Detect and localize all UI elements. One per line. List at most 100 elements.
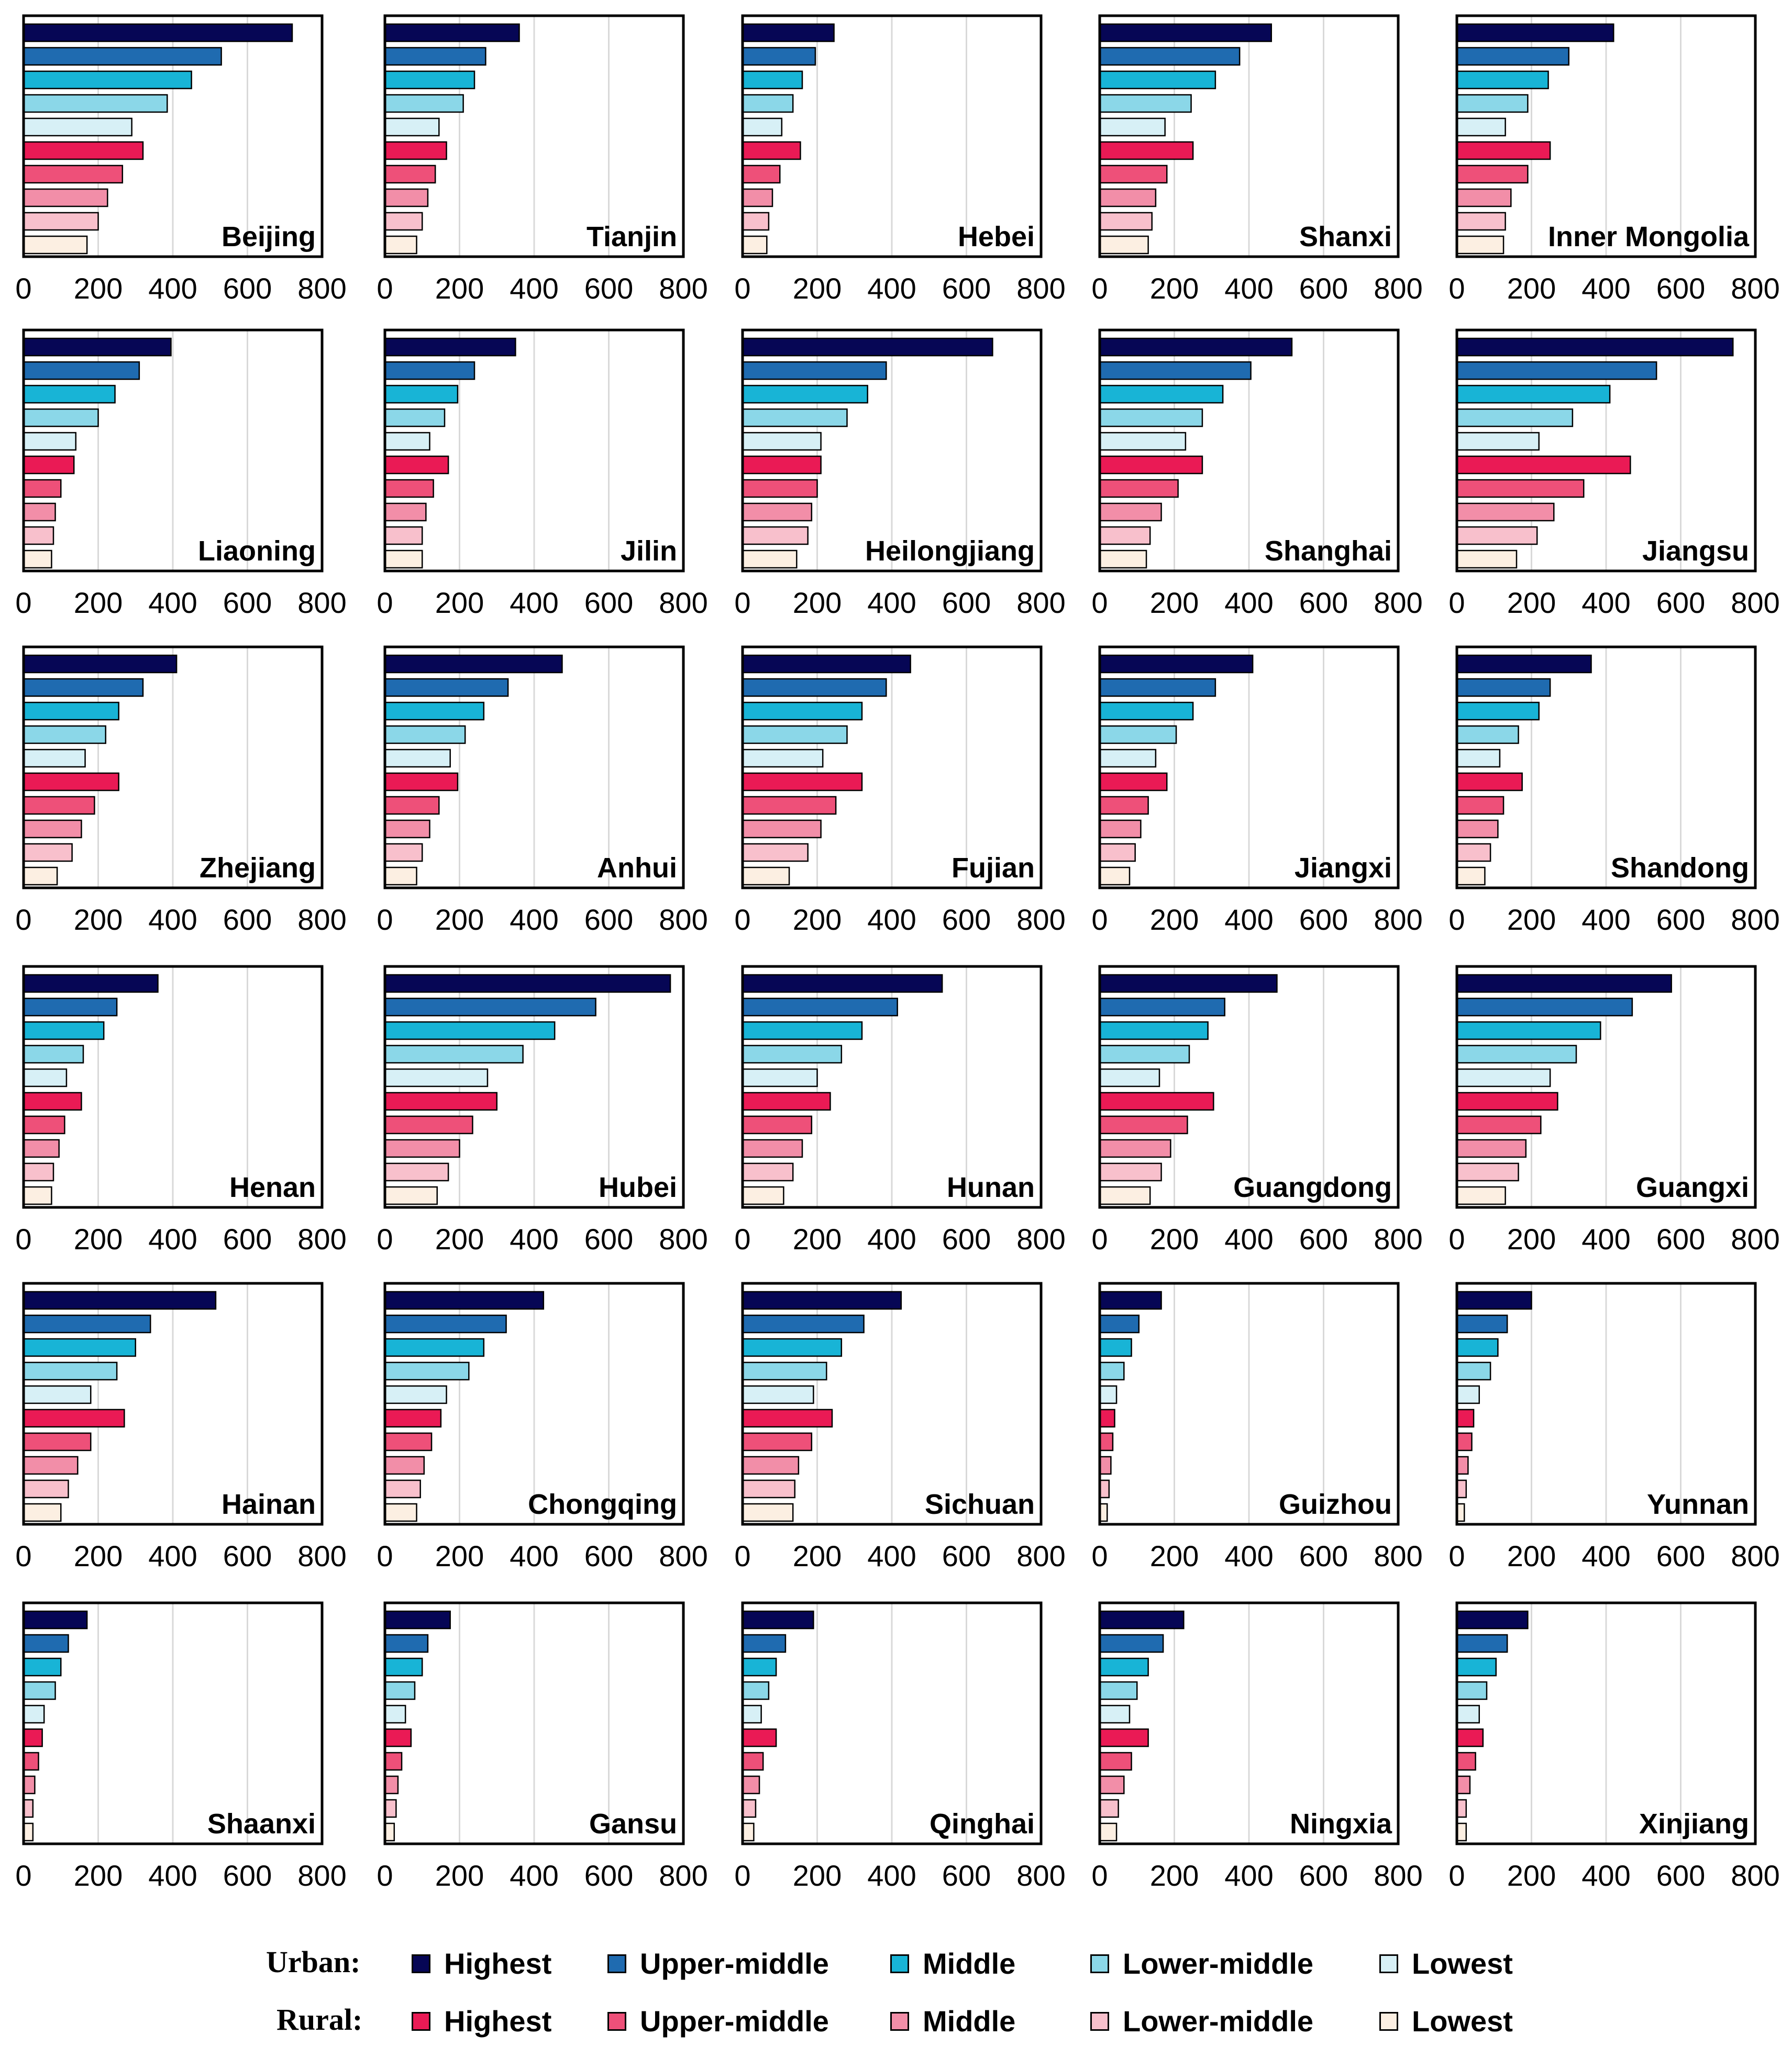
bar-rural-upper-middle <box>23 796 95 815</box>
bar-urban-highest <box>23 23 293 42</box>
bar-urban-middle <box>384 701 485 721</box>
bar-urban-lower-middle <box>1456 1361 1491 1381</box>
x-tick-label: 200 <box>1150 1859 1199 1892</box>
panel-frame <box>22 965 324 1209</box>
x-tick-label: 800 <box>659 1539 707 1572</box>
region-label: Xinjiang <box>1639 1808 1749 1840</box>
x-tick-label: 600 <box>584 903 633 936</box>
bar-urban-lower-middle <box>1456 725 1519 744</box>
bar-rural-upper-middle <box>1099 164 1168 184</box>
bar-rural-middle <box>742 1456 800 1475</box>
x-tick-label: 800 <box>1016 272 1065 305</box>
bar-urban-lower-middle <box>1456 1044 1577 1064</box>
bar-rural-highest <box>384 1409 442 1428</box>
bar-rural-middle <box>1099 502 1162 522</box>
bar-rural-lowest <box>742 1503 794 1522</box>
region-label: Guizhou <box>1279 1489 1392 1520</box>
panel-frame <box>22 14 324 258</box>
bar-urban-upper-middle <box>1099 1314 1140 1334</box>
bar-urban-lower-middle <box>1099 1361 1125 1381</box>
panel-sichuan: Sichuan 0 200 400 600 800 <box>734 1282 1066 1572</box>
x-tick-label: 0 <box>15 1859 31 1892</box>
x-tick-label: 800 <box>1374 1223 1422 1256</box>
x-tick-label: 200 <box>435 1859 484 1892</box>
bar-urban-lowest <box>1456 117 1506 137</box>
x-tick-label: 800 <box>297 272 346 305</box>
panel-hainan: Hainan 0 200 400 600 800 <box>15 1282 347 1572</box>
region-label: Anhui <box>597 852 677 884</box>
x-tick-label: 200 <box>793 272 842 305</box>
bar-rural-highest <box>23 455 75 475</box>
bar-urban-lower-middle <box>384 1681 416 1700</box>
x-tick-label: 0 <box>1091 1859 1108 1892</box>
bar-urban-lower-middle <box>384 1361 470 1381</box>
bar-urban-upper-middle <box>23 678 144 697</box>
x-tick-label: 0 <box>1448 586 1465 619</box>
x-tick-label: 200 <box>74 586 123 619</box>
bar-urban-lower-middle <box>384 1044 524 1064</box>
bar-rural-highest <box>1456 455 1631 475</box>
bar-urban-lower-middle <box>23 725 106 744</box>
panel-anhui: Anhui 0 200 400 600 800 <box>377 645 708 936</box>
bar-urban-upper-middle <box>23 997 118 1017</box>
panel-frame <box>1455 1282 1757 1526</box>
bar-urban-highest <box>1456 974 1672 993</box>
bar-rural-lowest <box>384 1822 395 1842</box>
bar-urban-lowest <box>23 117 132 137</box>
bar-urban-middle <box>742 1021 863 1040</box>
x-tick-label: 600 <box>223 586 272 619</box>
x-tick-label: 200 <box>793 1539 842 1572</box>
bar-rural-lower-middle <box>384 212 423 231</box>
x-tick-label: 0 <box>734 1539 750 1572</box>
bar-rural-middle <box>384 1775 399 1795</box>
x-tick-label: 0 <box>1448 1223 1465 1256</box>
bar-urban-lowest <box>23 432 76 451</box>
region-label: Yunnan <box>1647 1489 1749 1520</box>
bar-urban-lowest <box>23 1704 45 1724</box>
panel-frame <box>1455 1601 1757 1845</box>
panel-jiangxi: Jiangxi 0 200 400 600 800 <box>1091 645 1423 936</box>
x-tick-label: 800 <box>297 586 346 619</box>
x-tick-label: 400 <box>867 1223 916 1256</box>
bar-rural-upper-middle <box>1456 1432 1473 1451</box>
panel-fujian: Fujian 0 200 400 600 800 <box>734 645 1066 936</box>
bar-rural-lowest <box>742 549 798 569</box>
bar-urban-highest <box>742 974 943 993</box>
bar-urban-lower-middle <box>742 1044 843 1064</box>
bar-urban-upper-middle <box>1099 678 1216 697</box>
bar-urban-highest <box>1099 1291 1162 1310</box>
x-tick-label: 400 <box>148 586 197 619</box>
bar-rural-lower-middle <box>23 843 73 862</box>
bar-rural-middle <box>1099 819 1142 839</box>
x-tick-label: 800 <box>1374 272 1422 305</box>
bar-rural-lower-middle <box>1456 526 1538 545</box>
bar-rural-lower-middle <box>742 843 809 862</box>
bar-urban-lowest <box>384 1068 489 1087</box>
bar-rural-middle <box>742 188 773 207</box>
x-tick-label: 600 <box>942 903 991 936</box>
x-tick-label: 400 <box>1224 1859 1273 1892</box>
bar-rural-lowest <box>23 549 52 569</box>
bar-urban-lowest <box>23 749 86 768</box>
x-tick-label: 200 <box>435 1223 484 1256</box>
bar-rural-upper-middle <box>384 1752 403 1771</box>
x-tick-label: 400 <box>1581 586 1630 619</box>
bar-urban-highest <box>1456 337 1734 357</box>
x-tick-label: 0 <box>1091 903 1108 936</box>
x-tick-label: 400 <box>1224 1223 1273 1256</box>
panel-chongqing: Chongqing 0 200 400 600 800 <box>377 1282 708 1572</box>
bar-urban-lowest <box>1099 1385 1118 1404</box>
x-tick-label: 400 <box>510 272 558 305</box>
x-tick-label: 200 <box>1150 903 1199 936</box>
bar-urban-middle <box>23 1021 105 1040</box>
x-tick-label: 800 <box>1374 1539 1422 1572</box>
bar-urban-lower-middle <box>23 408 99 427</box>
bar-urban-upper-middle <box>1456 1314 1508 1334</box>
bar-urban-highest <box>23 654 178 674</box>
x-tick-label: 0 <box>734 586 750 619</box>
x-tick-label: 800 <box>1731 586 1779 619</box>
bar-urban-upper-middle <box>1456 361 1657 380</box>
bar-urban-lower-middle <box>742 1361 827 1381</box>
bar-urban-lowest <box>1456 1068 1551 1087</box>
bar-rural-highest <box>23 1409 125 1428</box>
